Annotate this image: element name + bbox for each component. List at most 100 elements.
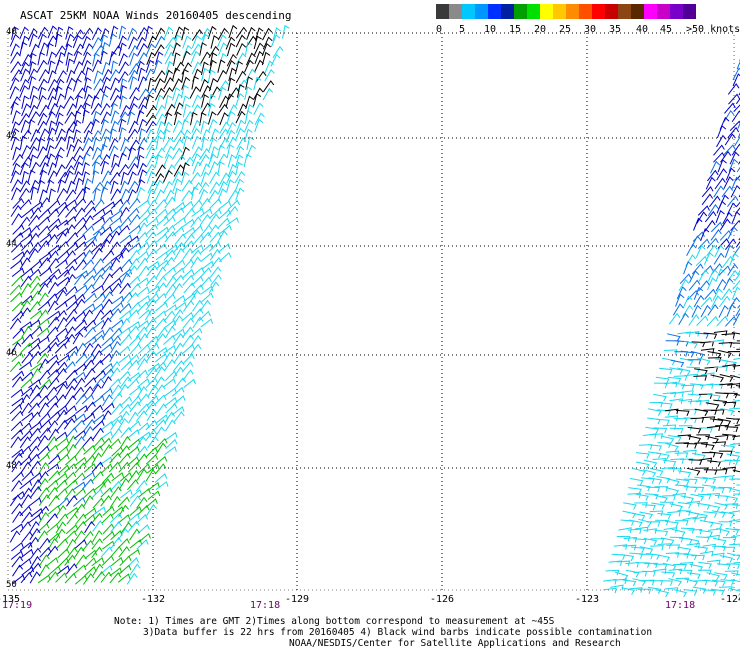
- wind-barb: [54, 121, 64, 135]
- wind-barb: [190, 199, 203, 211]
- pass-time-left: 17:19: [2, 600, 33, 611]
- wind-barb: [29, 392, 42, 404]
- wind-barb: [82, 215, 94, 228]
- wind-barb: [711, 295, 722, 308]
- wind-barb: [12, 510, 24, 523]
- wind-barb: [155, 481, 169, 491]
- wind-barb: [181, 50, 191, 64]
- wind-barb: [165, 36, 177, 49]
- wind-barb: [119, 78, 128, 92]
- wind-barb: [137, 378, 150, 388]
- lon-tick-135: -135: [0, 594, 21, 605]
- wind-barb: [165, 403, 178, 414]
- wind-barb: [638, 444, 653, 450]
- wind-barb: [19, 78, 30, 92]
- wind-barb: [54, 380, 68, 390]
- wind-barb: [100, 209, 113, 219]
- wind-barb: [147, 481, 160, 491]
- wind-barb: [54, 59, 64, 73]
- wind-barb: [721, 333, 736, 339]
- wind-barb: [73, 50, 83, 65]
- wind-barb: [190, 43, 202, 56]
- wind-barb: [38, 358, 49, 371]
- wind-barb: [91, 546, 103, 559]
- wind-barb: [736, 484, 740, 486]
- wind-barb: [735, 520, 740, 523]
- wind-barb: [226, 59, 236, 73]
- wind-barb: [135, 326, 148, 338]
- wind-barb: [668, 468, 682, 474]
- wind-barb: [129, 495, 142, 507]
- wind-barb: [716, 125, 727, 139]
- wind-barb: [677, 367, 691, 376]
- wind-barb: [91, 303, 104, 313]
- wind-barb: [235, 34, 246, 48]
- wind-barb: [217, 161, 225, 175]
- wind-barb: [126, 265, 138, 278]
- wind-barb: [63, 265, 76, 277]
- wind-barb: [129, 395, 142, 407]
- wind-barb: [91, 445, 104, 457]
- wind-barb: [162, 180, 174, 194]
- wind-barb: [19, 361, 32, 371]
- colorbar-swatch: [670, 4, 683, 19]
- wind-barb: [57, 250, 70, 261]
- wind-barb: [722, 364, 736, 370]
- wind-barb: [710, 160, 721, 174]
- wind-barb: [146, 343, 160, 354]
- wind-barb: [653, 393, 667, 402]
- wind-barb: [46, 545, 59, 557]
- wind-barb: [173, 187, 182, 202]
- wind-barb: [154, 189, 165, 202]
- wind-barb: [164, 189, 175, 203]
- wind-barb: [47, 25, 58, 39]
- wind-barb: [688, 459, 703, 466]
- wind-barb: [253, 92, 262, 107]
- wind-barb: [156, 226, 170, 236]
- wind-barb: [119, 489, 133, 499]
- wind-barb: [75, 554, 87, 566]
- wind-barb: [91, 154, 103, 167]
- wind-barb: [705, 176, 716, 190]
- wind-barb: [28, 214, 40, 227]
- wind-barb: [73, 546, 85, 559]
- wind-barb: [118, 53, 128, 67]
- wind-barb: [625, 569, 640, 578]
- wind-barb: [46, 513, 59, 525]
- wind-barb: [73, 234, 87, 244]
- wind-barb: [57, 179, 66, 193]
- wind-barb: [714, 177, 726, 190]
- wind-barb: [64, 471, 77, 483]
- wind-barb: [191, 207, 205, 217]
- wind-barb: [64, 463, 77, 474]
- wind-barb: [12, 564, 24, 577]
- wind-barb: [28, 268, 41, 279]
- wind-barb: [127, 461, 141, 473]
- wind-barb: [55, 521, 67, 534]
- wind-barb: [91, 102, 102, 115]
- wind-barb: [111, 153, 119, 168]
- wind-barb: [39, 537, 51, 550]
- wind-barb: [643, 537, 658, 546]
- wind-barb: [646, 521, 661, 527]
- wind-barb: [136, 277, 149, 287]
- wind-barb: [209, 52, 218, 66]
- wind-barb: [54, 78, 65, 92]
- wind-barb: [627, 492, 642, 499]
- wind-barb: [91, 538, 103, 550]
- wind-barb: [172, 366, 184, 379]
- wind-barb: [734, 136, 740, 147]
- wind-barb: [189, 127, 201, 141]
- wind-barb: [712, 441, 727, 447]
- wind-barb: [732, 399, 740, 402]
- wind-barb: [11, 232, 24, 243]
- wind-barb: [145, 114, 157, 127]
- map-title: ASCAT 25KM NOAA Winds 20160405 descendin…: [20, 9, 292, 22]
- wind-barb: [209, 198, 222, 209]
- wind-barb: [129, 86, 140, 100]
- wind-barb: [191, 35, 202, 49]
- wind-barb: [629, 587, 643, 593]
- wind-barb: [682, 516, 697, 523]
- wind-barb: [19, 541, 33, 552]
- colorbar-swatch: [566, 4, 579, 19]
